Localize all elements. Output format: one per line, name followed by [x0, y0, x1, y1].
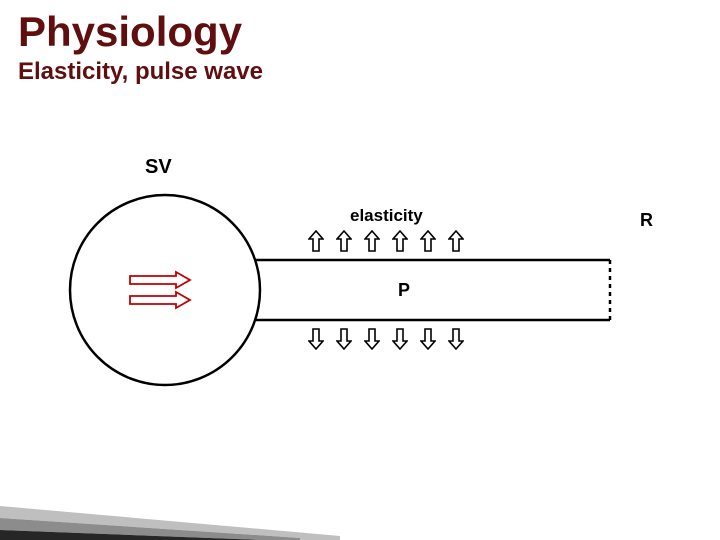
- down-arrow-icon: [364, 328, 380, 350]
- up-arrow-icon: [336, 230, 352, 252]
- page-subtitle: Elasticity, pulse wave: [18, 58, 263, 86]
- down-arrow-icon: [392, 328, 408, 350]
- flow-arrow-icon: [130, 272, 190, 288]
- elasticity-down-arrows: [308, 328, 464, 350]
- label-sv: SV: [145, 156, 172, 179]
- up-arrow-icon: [364, 230, 380, 252]
- down-arrow-icon: [336, 328, 352, 350]
- label-p: P: [398, 280, 410, 301]
- slide-accent: [0, 490, 360, 540]
- flow-arrows: [50, 150, 670, 430]
- up-arrow-icon: [448, 230, 464, 252]
- label-r: R: [640, 210, 653, 231]
- diagram-container: SV elasticity P R: [50, 150, 670, 430]
- up-arrow-icon: [420, 230, 436, 252]
- down-arrow-icon: [448, 328, 464, 350]
- up-arrow-icon: [308, 230, 324, 252]
- down-arrow-icon: [308, 328, 324, 350]
- up-arrow-icon: [392, 230, 408, 252]
- flow-arrow-icon: [130, 292, 190, 308]
- down-arrow-icon: [420, 328, 436, 350]
- page-title: Physiology: [18, 8, 242, 56]
- elasticity-up-arrows: [308, 230, 464, 252]
- label-elasticity: elasticity: [350, 206, 423, 226]
